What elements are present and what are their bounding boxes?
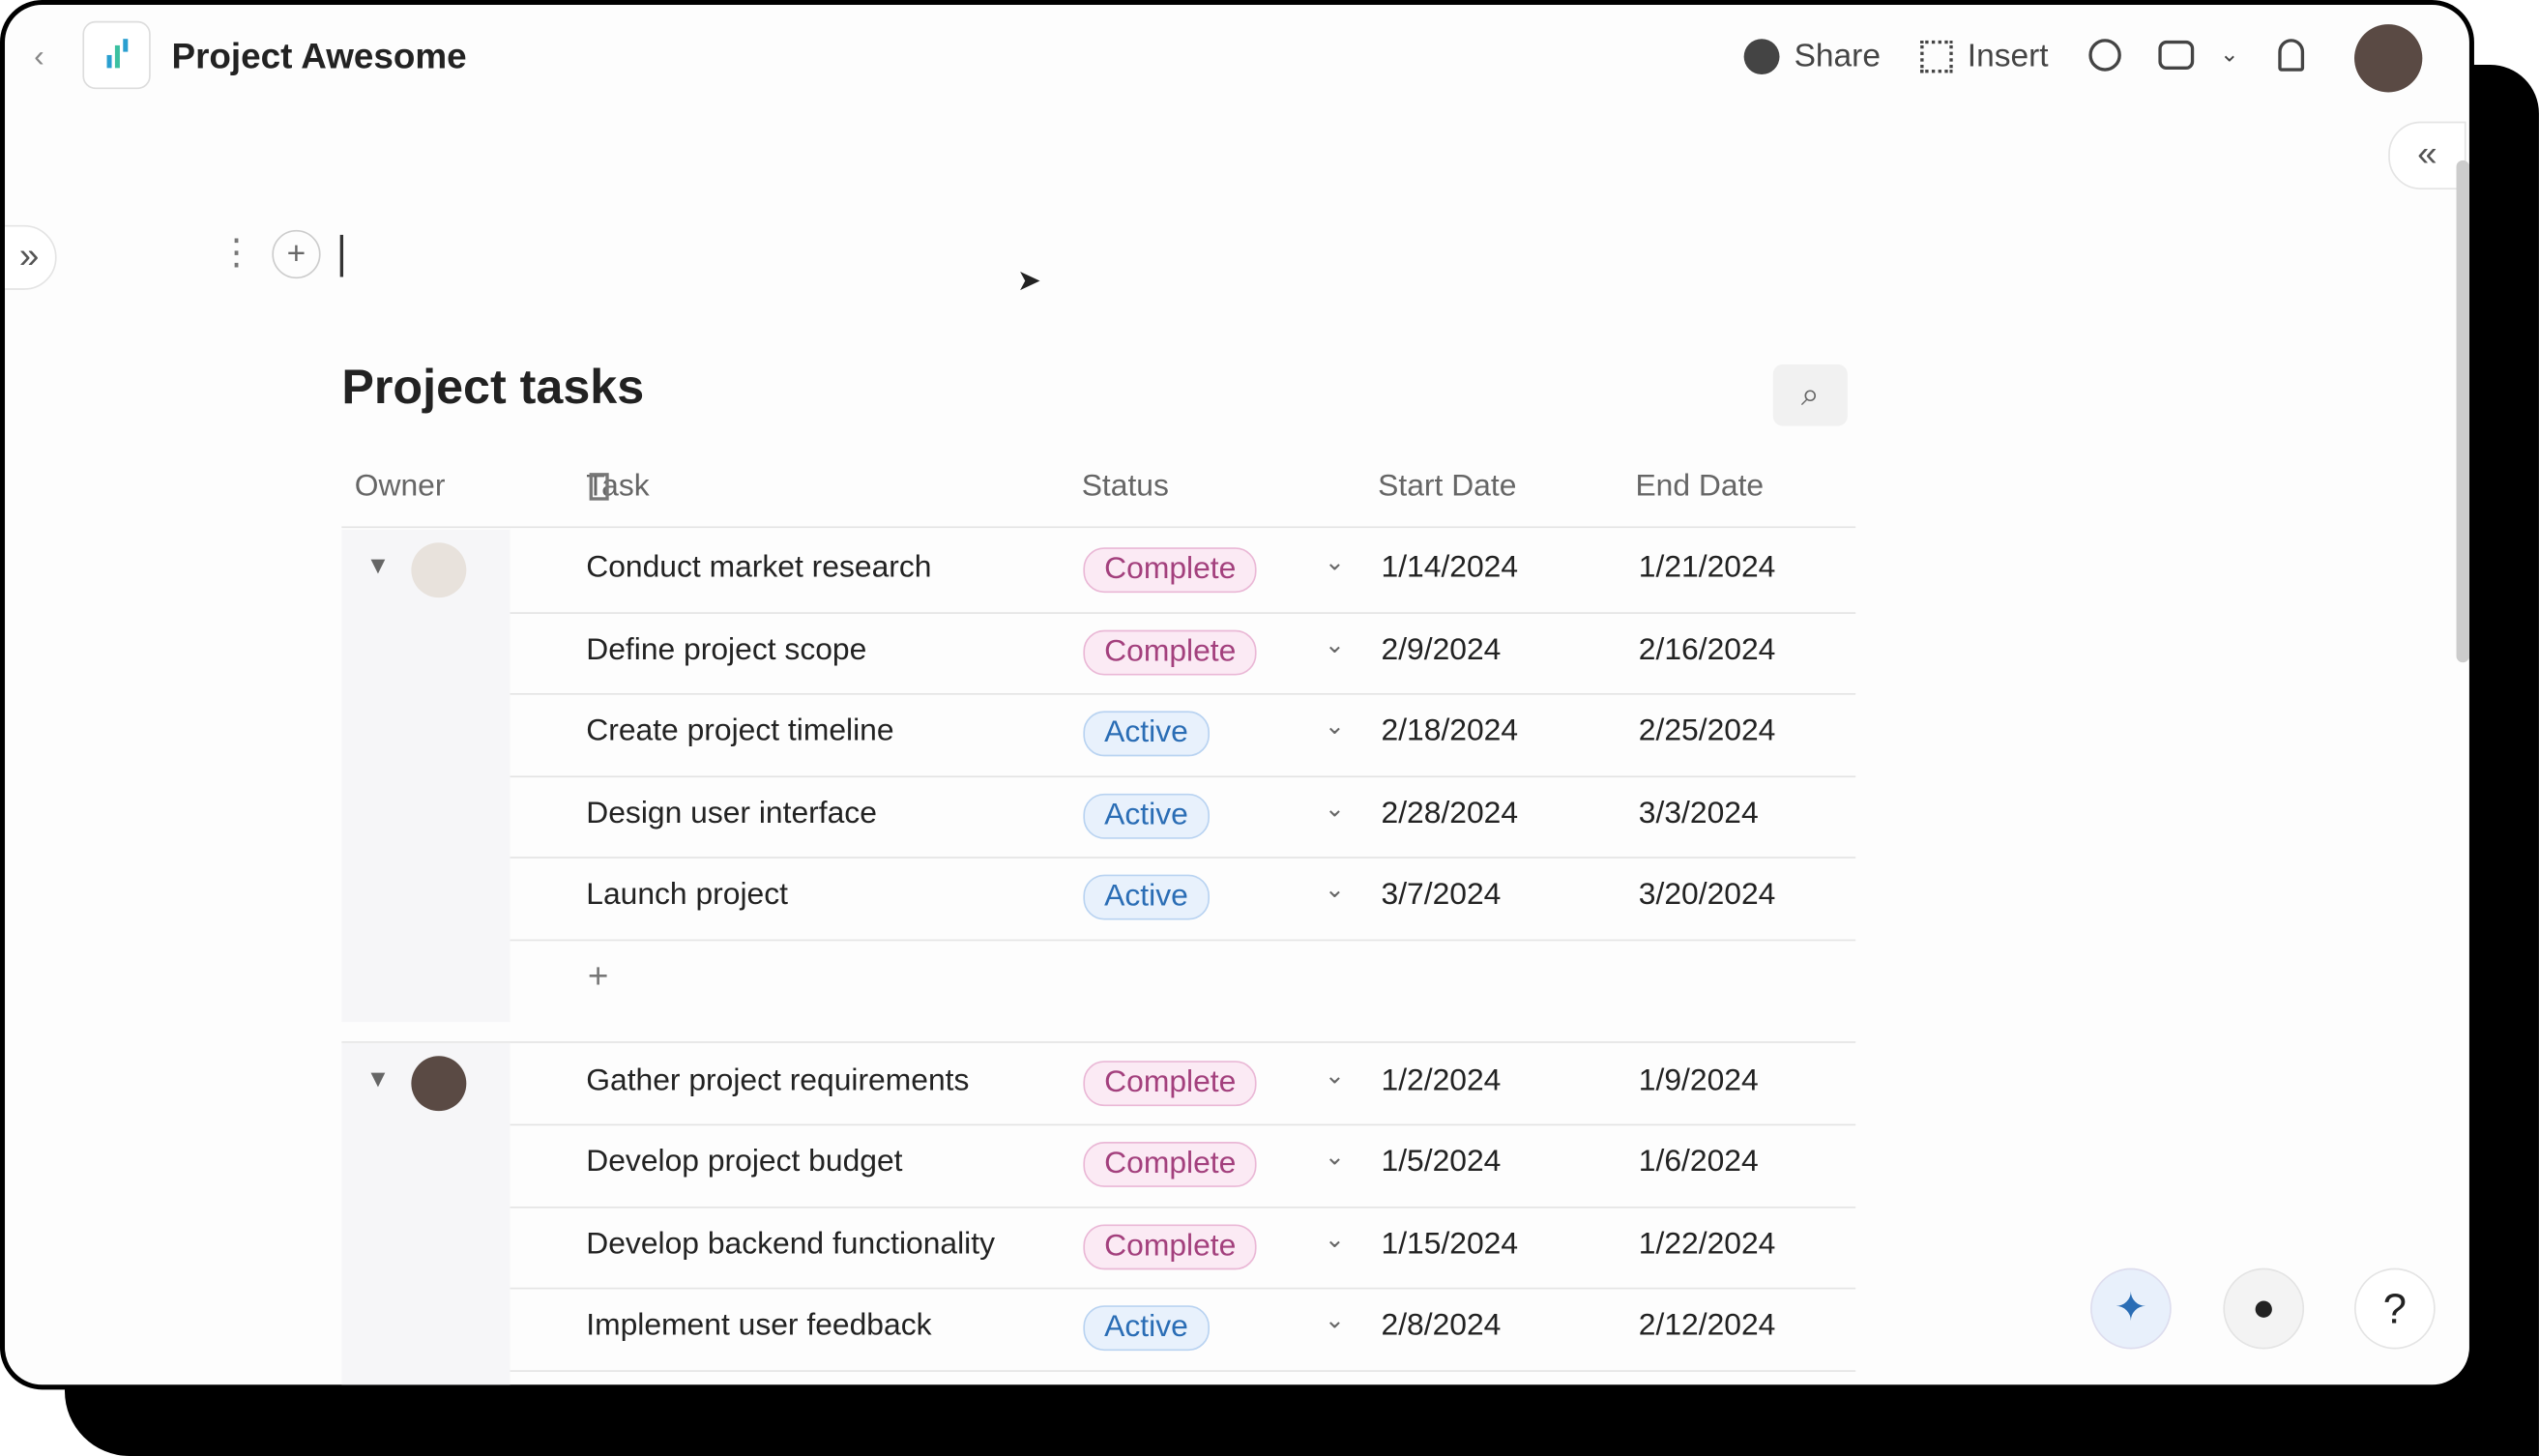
end-date[interactable]: 3/3/2024 bbox=[1638, 796, 1759, 831]
status-pill[interactable]: Active bbox=[1083, 793, 1210, 839]
end-date[interactable]: 1/9/2024 bbox=[1638, 1063, 1759, 1098]
status-dropdown[interactable]: ⌄ bbox=[1324, 795, 1345, 823]
header-divider bbox=[341, 526, 1856, 529]
icon-bar bbox=[123, 39, 129, 52]
doc-title: Project Awesome bbox=[171, 35, 467, 76]
row-divider bbox=[510, 857, 1856, 859]
group-toggle[interactable]: ▼ bbox=[365, 552, 391, 580]
status-pill[interactable]: Complete bbox=[1083, 628, 1258, 675]
start-date[interactable]: 1/2/2024 bbox=[1381, 1063, 1502, 1098]
ai-button[interactable]: ✦ bbox=[2090, 1267, 2172, 1350]
end-date[interactable]: 2/25/2024 bbox=[1638, 714, 1776, 749]
add-row-button[interactable]: + bbox=[588, 1386, 609, 1389]
start-date[interactable]: 2/8/2024 bbox=[1381, 1309, 1502, 1344]
icon-bar bbox=[106, 54, 112, 69]
group-toggle[interactable]: ▼ bbox=[365, 1064, 391, 1093]
end-date[interactable]: 1/21/2024 bbox=[1638, 550, 1776, 585]
task-name[interactable]: Launch project bbox=[586, 878, 789, 913]
bug-report-button[interactable]: ● bbox=[2223, 1267, 2305, 1350]
start-date[interactable]: 2/18/2024 bbox=[1381, 714, 1519, 749]
row-divider bbox=[510, 693, 1856, 695]
back-button[interactable]: ‹ bbox=[34, 40, 44, 75]
user-avatar[interactable] bbox=[2354, 24, 2423, 93]
end-date[interactable]: 2/12/2024 bbox=[1638, 1309, 1776, 1344]
help-button[interactable]: ? bbox=[2354, 1267, 2436, 1350]
owner-avatar bbox=[411, 1055, 467, 1111]
row-divider bbox=[510, 775, 1856, 777]
insert-button[interactable]: Insert bbox=[1967, 39, 2049, 75]
task-name[interactable]: Develop backend functionality bbox=[586, 1227, 995, 1262]
status-dropdown[interactable]: ⌄ bbox=[1324, 1307, 1345, 1336]
task-name[interactable]: Define project scope bbox=[586, 632, 867, 667]
status-dropdown[interactable]: ⌄ bbox=[1324, 1062, 1345, 1090]
end-date[interactable]: 1/22/2024 bbox=[1638, 1227, 1776, 1262]
start-date[interactable]: 1/15/2024 bbox=[1381, 1227, 1519, 1262]
icon-bar bbox=[114, 44, 120, 69]
row-divider bbox=[510, 611, 1856, 614]
start-date[interactable]: 2/9/2024 bbox=[1381, 632, 1502, 667]
task-name[interactable]: Implement user feedback bbox=[586, 1309, 932, 1344]
status-pill[interactable]: Complete bbox=[1083, 1060, 1258, 1106]
column-header[interactable]: End Date bbox=[1635, 469, 1765, 504]
status-dropdown[interactable]: ⌄ bbox=[1324, 876, 1345, 905]
status-dropdown[interactable]: ⌄ bbox=[1324, 548, 1345, 577]
add-block-button[interactable]: + bbox=[272, 229, 321, 279]
column-header[interactable]: Status bbox=[1081, 469, 1169, 504]
share-button[interactable]: Share bbox=[1794, 39, 1881, 75]
status-pill[interactable]: Complete bbox=[1083, 1224, 1258, 1270]
task-name[interactable]: Create project timeline bbox=[586, 714, 894, 749]
owner-cell bbox=[341, 529, 511, 1022]
expand-left-button[interactable]: » bbox=[5, 224, 57, 290]
end-date[interactable]: 1/6/2024 bbox=[1638, 1145, 1759, 1179]
status-pill[interactable]: Active bbox=[1083, 875, 1210, 921]
task-name[interactable]: Gather project requirements bbox=[586, 1063, 970, 1098]
start-date[interactable]: 2/28/2024 bbox=[1381, 796, 1519, 831]
table-title: Project tasks bbox=[341, 361, 645, 415]
status-pill[interactable]: Active bbox=[1083, 711, 1210, 757]
status-dropdown[interactable]: ⌄ bbox=[1324, 1225, 1345, 1254]
start-date[interactable]: 3/7/2024 bbox=[1381, 878, 1502, 913]
end-date[interactable]: 2/16/2024 bbox=[1638, 632, 1776, 667]
end-date[interactable]: 3/20/2024 bbox=[1638, 878, 1776, 913]
row-divider bbox=[510, 939, 1856, 942]
comments-button[interactable] bbox=[2158, 40, 2195, 71]
status-pill[interactable]: Complete bbox=[1083, 1142, 1258, 1188]
insert-icon bbox=[1920, 40, 1953, 73]
collapse-right-button[interactable]: « bbox=[2388, 121, 2466, 189]
row-divider bbox=[510, 1288, 1856, 1291]
scrollbar bbox=[2456, 160, 2469, 663]
mouse-pointer: ➤ bbox=[1016, 264, 1041, 297]
column-header[interactable]: Owner bbox=[354, 469, 446, 504]
row-divider bbox=[510, 1370, 1856, 1372]
status-pill[interactable]: Complete bbox=[1083, 547, 1258, 594]
row-divider bbox=[510, 1206, 1856, 1208]
app-window: ‹ Project Awesome Share Insert ⌄ « » ⋮ +… bbox=[0, 0, 2474, 1390]
group-divider bbox=[341, 1040, 1856, 1043]
row-divider bbox=[510, 1123, 1856, 1126]
dropdown-button[interactable]: ⌄ bbox=[2220, 40, 2239, 67]
start-date[interactable]: 1/14/2024 bbox=[1381, 550, 1519, 585]
doc-icon[interactable] bbox=[82, 20, 151, 90]
add-row-button[interactable]: + bbox=[587, 955, 609, 997]
task-name[interactable]: Develop project budget bbox=[586, 1145, 903, 1179]
block-menu[interactable]: ⋮ bbox=[219, 231, 254, 273]
status-dropdown[interactable]: ⌄ bbox=[1324, 1144, 1345, 1172]
share-icon bbox=[1743, 39, 1780, 75]
column-header[interactable]: Start Date bbox=[1378, 469, 1517, 504]
bookmark-icon bbox=[589, 473, 609, 501]
search-button[interactable]: ⌕ bbox=[1772, 364, 1848, 426]
status-pill[interactable]: Active bbox=[1083, 1305, 1210, 1352]
text-cursor bbox=[339, 234, 344, 277]
owner-avatar bbox=[411, 542, 467, 598]
notifications-button[interactable] bbox=[2278, 39, 2305, 72]
task-name[interactable]: Design user interface bbox=[586, 796, 877, 831]
settings-button[interactable] bbox=[2088, 39, 2121, 72]
task-name[interactable]: Conduct market research bbox=[586, 550, 932, 585]
start-date[interactable]: 1/5/2024 bbox=[1381, 1145, 1502, 1179]
status-dropdown[interactable]: ⌄ bbox=[1324, 630, 1345, 659]
status-dropdown[interactable]: ⌄ bbox=[1324, 713, 1345, 741]
